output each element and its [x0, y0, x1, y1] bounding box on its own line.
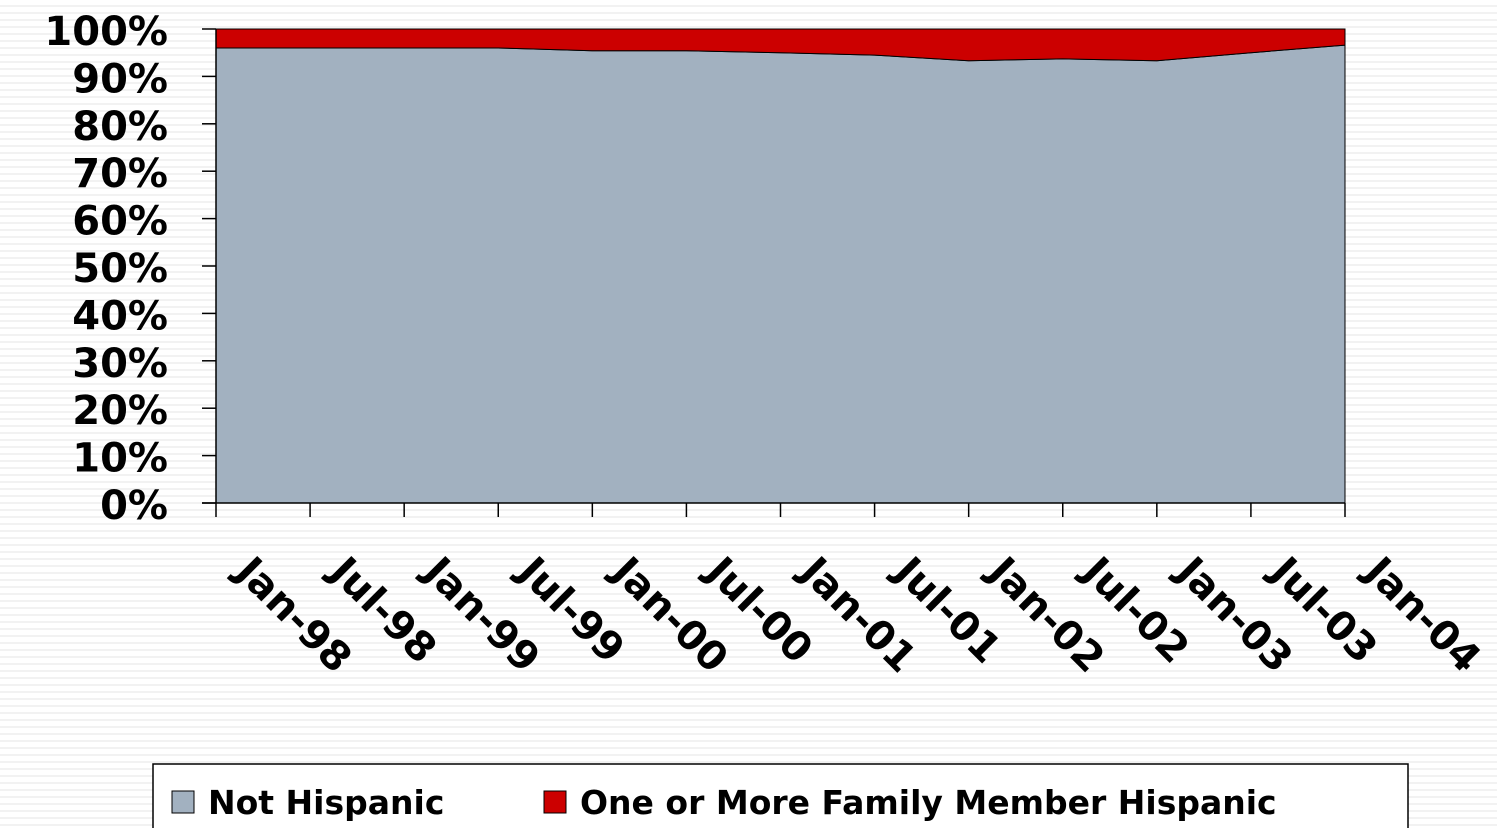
y-tick-label: 80% — [72, 104, 168, 150]
y-tick-label: 90% — [72, 56, 168, 102]
y-tick-label: 100% — [44, 9, 168, 55]
legend-label: One or More Family Member Hispanic — [580, 783, 1277, 822]
y-tick-label: 10% — [72, 436, 168, 482]
legend: Not Hispanic One or More Family Member Hi… — [152, 763, 1409, 828]
legend-box — [152, 763, 1409, 828]
area — [215, 28, 1346, 62]
y-tick-label: 0% — [100, 483, 168, 529]
y-tick-label: 70% — [72, 151, 168, 197]
y-tick-label: 60% — [72, 199, 168, 245]
legend-label: Not Hispanic — [208, 783, 444, 822]
legend-swatch — [171, 790, 195, 814]
y-tick-label: 50% — [72, 246, 168, 292]
y-tick-label: 20% — [72, 388, 168, 434]
area — [215, 44, 1346, 504]
legend-swatch — [543, 790, 567, 814]
y-tick-label: 30% — [72, 341, 168, 387]
y-tick-label: 40% — [72, 293, 168, 339]
